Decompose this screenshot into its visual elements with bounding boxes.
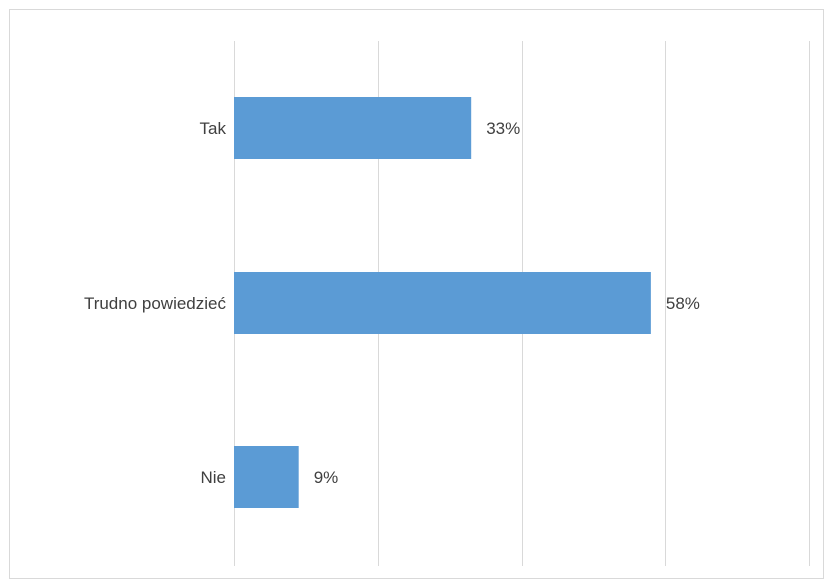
data-label-1: 58% [666,294,700,313]
bar-2 [234,446,299,508]
bar-0 [234,97,472,159]
bar-1 [234,272,651,334]
data-label-0: 33% [486,119,520,138]
data-labels: 33% 58% 9% [314,119,700,487]
category-labels: Tak Trudno powiedzieć Nie [84,119,227,487]
bars [234,97,651,508]
data-label-2: 9% [314,468,339,487]
category-label-0: Tak [200,119,227,138]
category-label-2: Nie [200,468,226,487]
category-label-1: Trudno powiedzieć [84,294,227,313]
